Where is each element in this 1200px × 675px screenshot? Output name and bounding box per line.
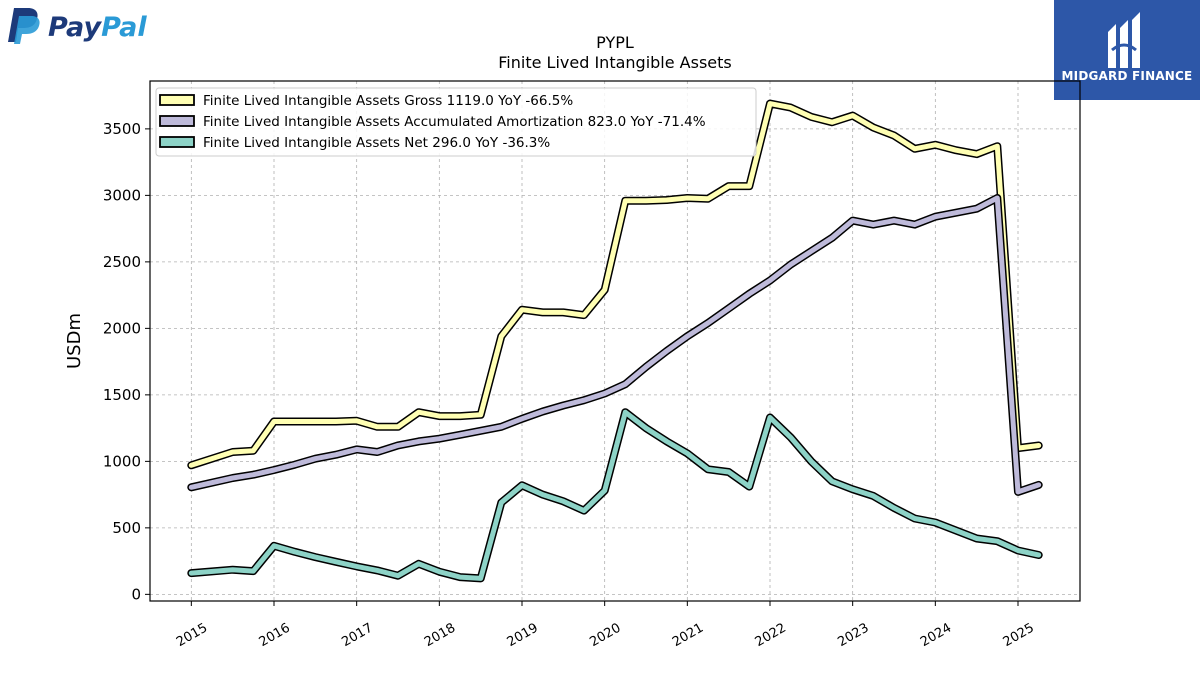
series-line-1 xyxy=(188,101,1042,468)
paypal-word-pay: Pay xyxy=(48,12,102,43)
series-line-2 xyxy=(188,195,1042,495)
x-tick-label: 2023 xyxy=(835,621,871,651)
y-tick-label: 0 xyxy=(131,585,141,603)
legend-swatch-2 xyxy=(159,115,195,127)
paypal-p-icon xyxy=(8,8,40,44)
plot-area-frame xyxy=(149,80,1081,602)
paypal-word-pal: Pal xyxy=(101,12,147,43)
chart-subtitle: Finite Lived Intangible Assets xyxy=(498,53,731,72)
x-tick-label: 2017 xyxy=(339,621,375,651)
paypal-logo: PayPal xyxy=(4,4,174,46)
y-tick-label: 2500 xyxy=(103,253,141,271)
x-tick-label: 2020 xyxy=(587,621,623,651)
x-tick-label: 2025 xyxy=(1001,621,1037,651)
midgard-finance-logo: MIDGARD FINANCE xyxy=(1054,0,1200,100)
x-tick-label: 2018 xyxy=(422,621,458,651)
y-axis-label: USDm xyxy=(64,313,85,369)
y-tick-label: 1500 xyxy=(103,386,141,404)
midgard-mark-icon xyxy=(1108,12,1140,68)
x-tick-label: 2021 xyxy=(670,621,706,651)
series-line-outline-3 xyxy=(187,408,1043,583)
legend-swatch-1 xyxy=(159,94,195,106)
x-tick-label: 2019 xyxy=(505,621,541,651)
x-tick-label: 2016 xyxy=(257,621,293,651)
y-tick-label: 2000 xyxy=(103,319,141,337)
legend-box xyxy=(155,87,757,157)
x-tick-label: 2015 xyxy=(174,621,210,651)
chart-title: PYPL xyxy=(596,33,634,52)
y-tick-label: 500 xyxy=(112,519,141,537)
legend-swatch-3 xyxy=(159,136,195,148)
legend-label-1: Finite Lived Intangible Assets Gross 111… xyxy=(203,93,573,109)
x-tick-label: 2022 xyxy=(753,621,789,651)
x-tick-label: 2024 xyxy=(918,621,954,651)
series-lines xyxy=(187,99,1043,583)
y-tick-label: 1000 xyxy=(103,452,141,470)
y-tick-label: 3000 xyxy=(103,186,141,204)
svg-text:PayPal: PayPal xyxy=(48,12,147,43)
midgard-finance-text: MIDGARD FINANCE xyxy=(1061,69,1193,83)
legend: Finite Lived Intangible Assets Gross 111… xyxy=(155,87,757,157)
series-line-3 xyxy=(188,409,1042,581)
legend-label-2: Finite Lived Intangible Assets Accumulat… xyxy=(203,114,706,130)
series-line-outline-1 xyxy=(187,99,1043,470)
y-tick-label: 3500 xyxy=(103,120,141,138)
legend-label-3: Finite Lived Intangible Assets Net 296.0… xyxy=(203,135,550,151)
